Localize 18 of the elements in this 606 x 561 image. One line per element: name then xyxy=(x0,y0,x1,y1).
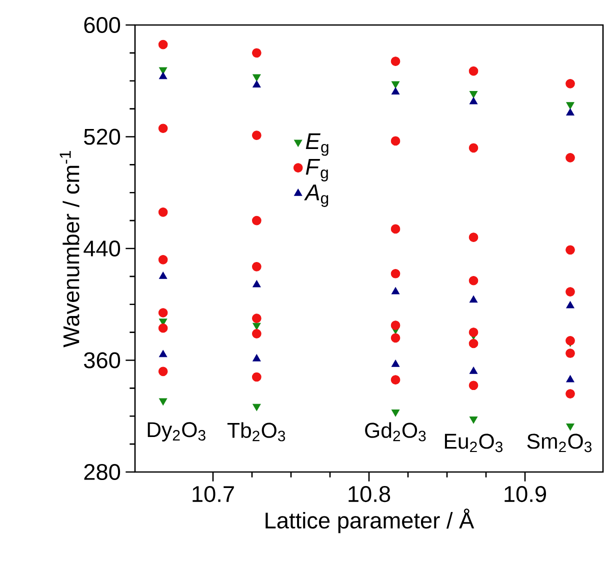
legend-label: A$_{g}$ xyxy=(304,184,328,207)
y-tick-label: 600 xyxy=(84,16,120,34)
x-tick-label: 10.9 xyxy=(504,486,546,502)
annotation: Gd$_{2}$O$_{3}$ xyxy=(365,422,426,442)
x-tick-label: 10.7 xyxy=(192,486,234,502)
annotation: Dy$_{2}$O$_{3}$ xyxy=(148,422,206,442)
x-tick-label: 10.8 xyxy=(348,486,390,502)
annotation: Tb$_{2}$O$_{3}$ xyxy=(227,422,286,442)
x-axis-title: Lattice parameter / Å xyxy=(266,508,474,534)
y-axis-title: Wavenumber / cm$^{-1}$ xyxy=(60,151,80,348)
y-tick-label: 280 xyxy=(84,464,120,480)
y-tick-label: 360 xyxy=(84,352,120,368)
annotation: Eu$_{2}$O$_{3}$ xyxy=(444,434,503,452)
legend-label: E$_{g}$ xyxy=(306,133,328,156)
y-tick-label: 440 xyxy=(84,240,120,257)
y-tick-label: 520 xyxy=(84,128,120,145)
annotation: Sm$_{2}$O$_{3}$ xyxy=(527,434,592,452)
legend-label: F$_{g}$ xyxy=(306,158,328,182)
